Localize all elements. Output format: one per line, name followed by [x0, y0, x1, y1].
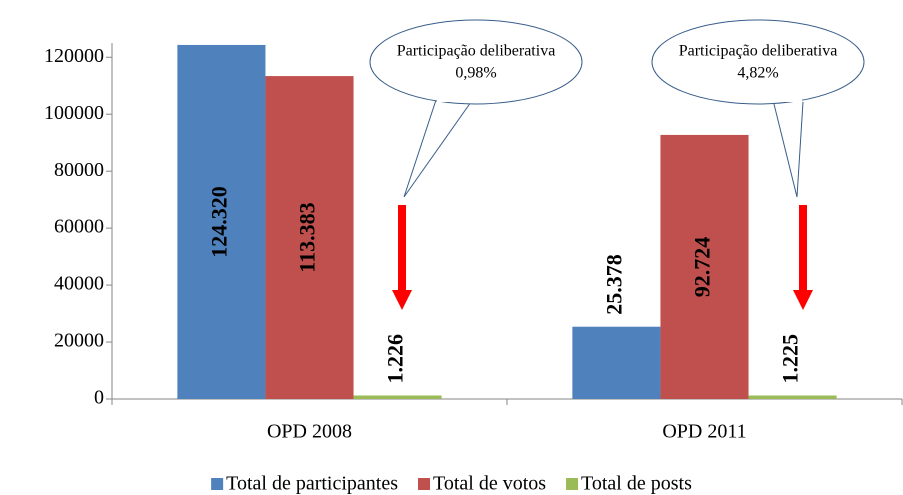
y-tick-label: 40000	[54, 273, 104, 295]
legend: Total de participantes Total de votos Tota…	[211, 473, 692, 495]
bar	[353, 395, 442, 399]
bar	[177, 44, 266, 399]
value-label: 25.378	[601, 254, 626, 315]
annotation: 4,82%	[737, 65, 778, 82]
legend-swatch	[211, 478, 224, 490]
callout	[369, 19, 583, 105]
x-tick-label: OPD 2011	[662, 421, 746, 443]
callout	[403, 99, 472, 198]
callout-patch	[774, 92, 802, 102]
bar	[572, 326, 661, 399]
value-label: 124.320	[206, 186, 231, 258]
y-tick-label: 120000	[44, 45, 104, 67]
callout	[651, 19, 865, 105]
y-tick-label: 80000	[54, 159, 104, 181]
y-tick-label: 0	[94, 387, 104, 409]
value-label: 92.724	[690, 237, 715, 298]
y-tick-label: 100000	[44, 102, 104, 124]
legend-label: Total de votos	[433, 473, 546, 495]
legend-label: Total de posts	[581, 473, 692, 495]
legend-swatch	[418, 478, 431, 490]
legend-swatch	[566, 478, 579, 490]
value-label: 1.225	[778, 334, 803, 384]
legend-label: Total de participantes	[226, 473, 398, 495]
callout	[772, 99, 804, 198]
y-tick-label: 60000	[54, 216, 104, 238]
value-label: 113.383	[295, 202, 320, 272]
bar	[748, 395, 837, 399]
annotation: 0,98%	[455, 65, 496, 82]
bar	[660, 134, 749, 399]
x-tick-label: OPD 2008	[267, 421, 352, 443]
y-tick-label: 20000	[54, 330, 104, 352]
bar	[265, 76, 354, 400]
callout-patch	[437, 92, 470, 102]
annotation: Participação deliberativa	[679, 43, 838, 60]
annotation: Participação deliberativa	[397, 43, 556, 60]
value-label: 1.226	[383, 334, 408, 384]
